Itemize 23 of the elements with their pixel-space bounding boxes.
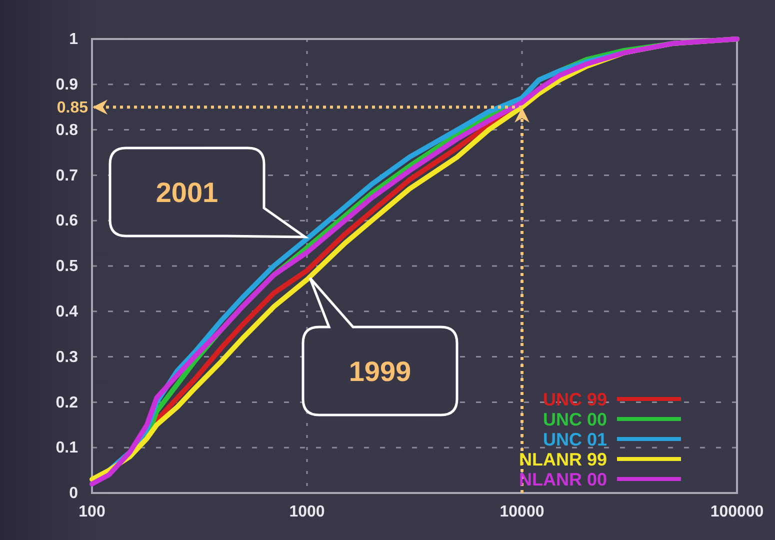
legend-label: UNC 99 <box>542 389 607 410</box>
annotation: 1999 <box>348 356 412 387</box>
y-tick-label: 0.7 <box>56 167 78 184</box>
y-tick-label: 0.6 <box>56 212 78 230</box>
y-tick-label: 0.5 <box>56 258 78 276</box>
y-tick-label: 0.2 <box>56 394 78 412</box>
legend-label: NLANR 99 <box>518 449 607 470</box>
y-tick-label: 0.1 <box>56 440 78 457</box>
y-tick-label: 0.9 <box>56 76 78 94</box>
legend-label: UNC 01 <box>542 429 607 450</box>
x-tick-label: 10000 <box>500 503 544 520</box>
x-tick-label: 1000 <box>289 503 325 520</box>
y-tick-label: 0.4 <box>56 304 78 321</box>
y-tick-label: 1 <box>69 31 78 48</box>
ref-line-label: 0.85 <box>56 100 88 117</box>
legend-label: NLANR 00 <box>518 469 607 490</box>
annotation: 2001 <box>156 176 218 208</box>
y-tick-label: 0 <box>69 485 78 502</box>
y-tick-label: 0.3 <box>56 348 78 366</box>
x-tick-label: 100 <box>78 503 106 520</box>
legend-label: UNC 00 <box>542 409 607 430</box>
y-tick-label: 0.8 <box>56 122 78 139</box>
x-tick-label: 100000 <box>710 503 764 520</box>
